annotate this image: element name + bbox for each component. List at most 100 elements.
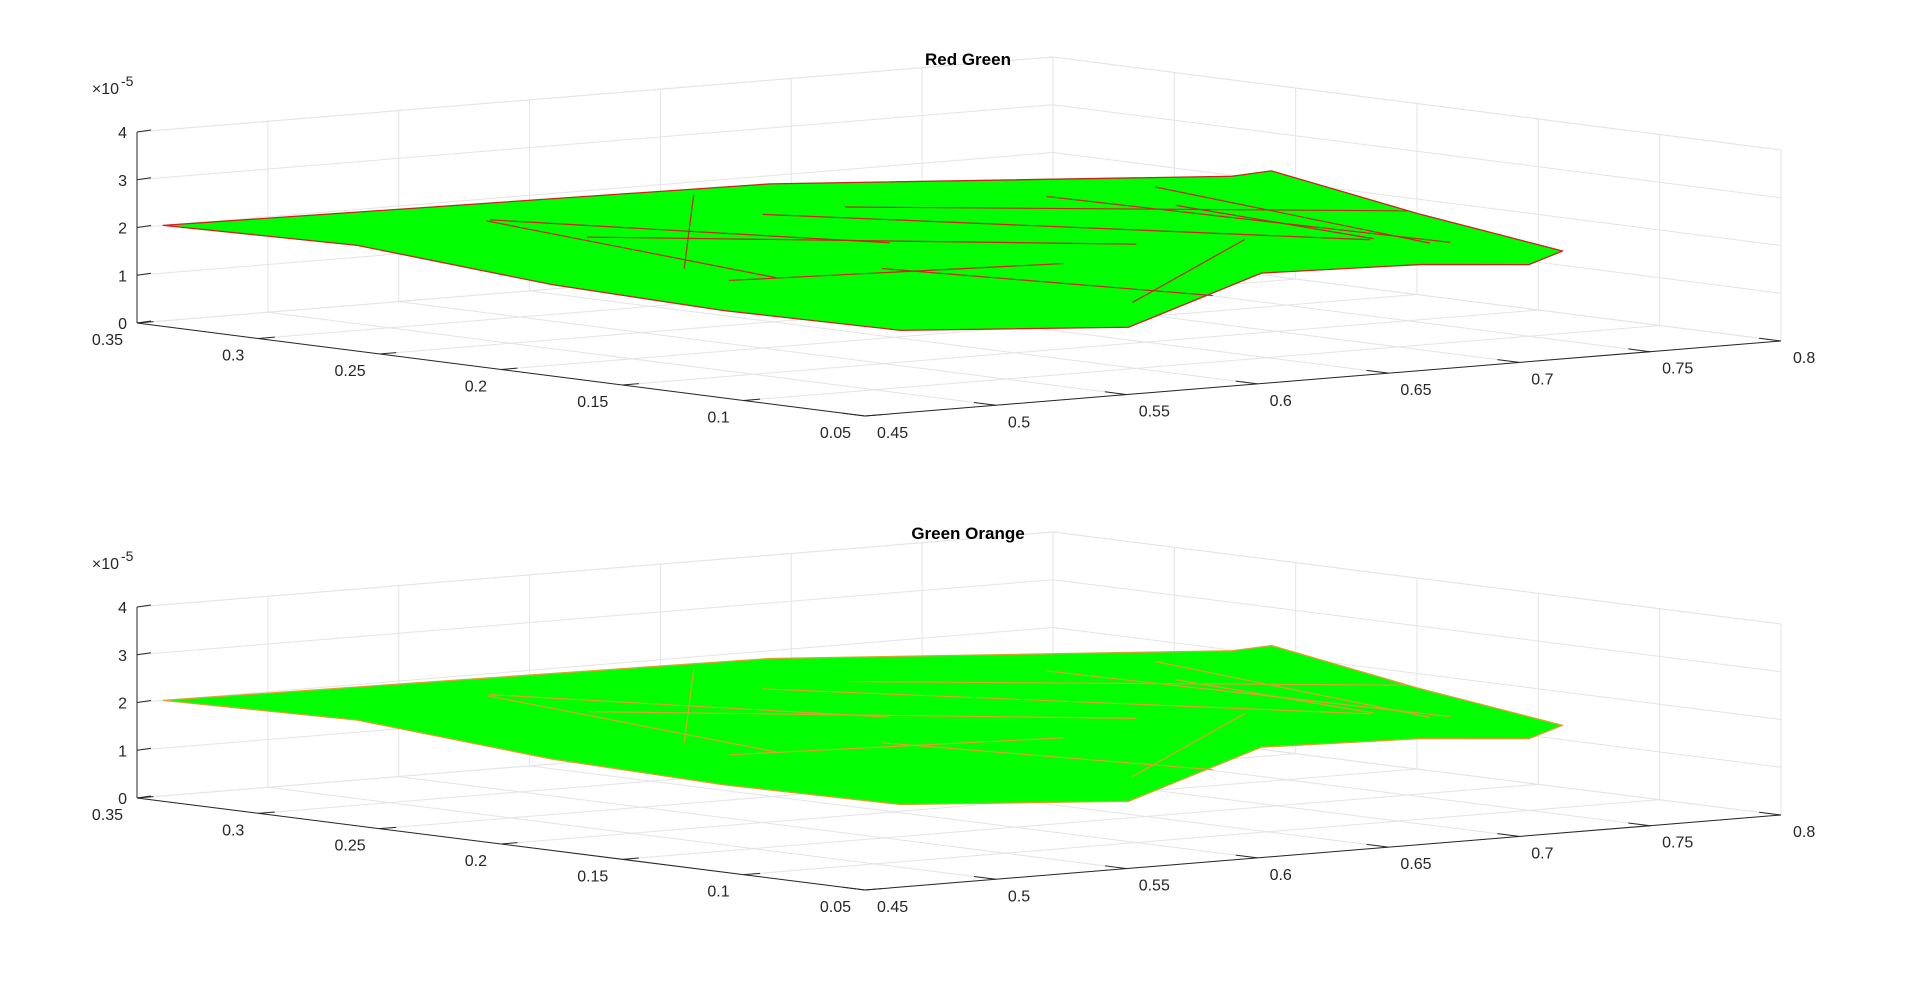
x-tick-label: 0.05 — [820, 899, 851, 916]
y-axis-line — [864, 340, 1782, 417]
x-tick-label: 0.1 — [707, 884, 729, 901]
z-tick-mark — [136, 795, 152, 799]
z-tick-label: 2 — [118, 696, 127, 713]
floor-gridline-y — [267, 786, 996, 880]
z-tick-label: 4 — [118, 125, 127, 142]
y-tick-mark — [1104, 391, 1127, 396]
back-wall-gridline-z — [1052, 104, 1782, 199]
surface-mesh-edge — [845, 680, 1408, 686]
x-tick-mark — [864, 414, 882, 417]
surface-patch — [162, 644, 1564, 806]
x-tick-mark — [258, 811, 275, 814]
z-tick-mark — [136, 272, 152, 276]
floor-gridline-x — [500, 294, 1418, 370]
z-exponent: -5 — [121, 548, 134, 564]
x-tick-mark — [379, 826, 397, 830]
z-tick-label: 3 — [118, 648, 127, 665]
z-tick-mark — [136, 700, 152, 703]
x-tick-label: 0.15 — [577, 394, 608, 411]
z-tick-mark — [136, 747, 152, 751]
y-tick-label: 0.6 — [1270, 867, 1292, 884]
box-edge — [1052, 56, 1782, 151]
z-tick-mark — [136, 225, 152, 228]
box-edge — [1052, 531, 1782, 625]
y-tick-label: 0.7 — [1531, 371, 1553, 388]
surface — [162, 644, 1564, 806]
y-tick-label: 0.45 — [877, 899, 908, 916]
y-tick-label: 0.6 — [1270, 393, 1292, 410]
y-tick-mark — [1104, 865, 1127, 870]
y-tick-mark — [1628, 348, 1651, 353]
y-tick-mark — [1235, 854, 1258, 859]
y-tick-label: 0.5 — [1008, 414, 1030, 431]
surface-mesh-edge — [762, 213, 1370, 241]
y-tick-mark — [1235, 380, 1258, 385]
surface-mesh-edge — [490, 219, 890, 244]
surface-mesh-edge — [845, 206, 1408, 212]
z-exponent: -5 — [121, 73, 134, 89]
floor-gridline-x — [622, 309, 1539, 386]
surface-mesh-edge — [486, 220, 776, 279]
surface-mesh-edge — [1155, 186, 1430, 244]
surface-mesh-edge — [1175, 204, 1374, 240]
x-tick-label: 0.15 — [577, 868, 608, 885]
back-wall-gridline-z — [1052, 152, 1782, 246]
x-tick-label: 0.35 — [92, 807, 123, 824]
y-tick-label: 0.55 — [1139, 878, 1170, 895]
axes: 0.35 0.3 0.25 0.2 0.15 0.1 0.05 0.45 0.5 0.55 0.6 0… — [92, 548, 1815, 916]
y-tick-mark — [1366, 369, 1389, 374]
z-tick-mark — [136, 652, 152, 656]
surface — [162, 170, 1564, 331]
y-tick-mark — [1628, 822, 1651, 827]
x-tick-mark — [379, 352, 397, 355]
y-tick-label: 0.8 — [1793, 824, 1815, 841]
surface-mesh-edge — [1046, 195, 1451, 243]
x-tick-mark — [622, 383, 639, 386]
surface-mesh-edge — [1132, 713, 1246, 778]
x-tick-label: 0.2 — [465, 379, 487, 396]
y-tick-mark — [1497, 833, 1520, 837]
z-tick-mark — [136, 177, 152, 181]
z-tick-label: 0 — [118, 316, 127, 333]
x-tick-label: 0.25 — [335, 838, 366, 855]
surface-mesh-edge — [882, 742, 1213, 771]
z-tick-mark — [136, 604, 152, 608]
back-wall-gridline-z — [1052, 627, 1782, 720]
z-tick-label: 3 — [118, 173, 127, 190]
surface-mesh-edge — [728, 737, 1064, 756]
y-tick-mark — [1759, 811, 1782, 816]
floor-gridline-y — [398, 301, 1127, 396]
left-wall-gridline-z — [136, 152, 1054, 228]
floor-gridline-y — [398, 776, 1127, 870]
x-tick-label: 0.3 — [222, 822, 244, 839]
x-tick-mark — [622, 857, 639, 860]
surface-mesh-edge — [1175, 679, 1374, 714]
z-tick-label: 2 — [118, 221, 127, 238]
y-tick-label: 0.75 — [1662, 835, 1693, 852]
x-tick-label: 0.05 — [820, 425, 851, 442]
plot-title: Green Orange — [911, 524, 1024, 543]
surface-mesh-edge — [683, 194, 695, 269]
y-tick-label: 0.55 — [1139, 404, 1170, 421]
x-tick-mark — [500, 367, 518, 370]
x-tick-label: 0.35 — [92, 332, 123, 349]
z-tick-mark — [136, 129, 152, 133]
y-tick-label: 0.5 — [1008, 888, 1030, 905]
surface-mesh-edge — [683, 669, 695, 744]
x-tick-mark — [500, 842, 518, 845]
y-tick-label: 0.65 — [1400, 382, 1431, 399]
box-edge — [136, 56, 1054, 133]
axes: 0.35 0.3 0.25 0.2 0.15 0.1 0.05 0.45 0.5 0.55 0.6 0… — [92, 73, 1815, 442]
y-tick-label: 0.7 — [1531, 845, 1553, 862]
y-tick-label: 0.45 — [877, 425, 908, 442]
floor-gridline-y — [267, 311, 996, 406]
surface-mesh-edge — [882, 267, 1213, 297]
plot-green-orange: 0.35 0.3 0.25 0.2 0.15 0.1 0.05 0.45 0.5 0.55 0.6 0… — [92, 524, 1815, 916]
y-tick-label: 0.75 — [1662, 361, 1693, 378]
y-tick-mark — [973, 876, 996, 880]
surface-patch — [162, 170, 1564, 331]
x-tick-label: 0.25 — [335, 363, 366, 380]
surface-mesh-edge — [728, 262, 1064, 282]
floor-gridline-y — [529, 765, 1258, 859]
z-tick-label: 4 — [118, 600, 127, 617]
